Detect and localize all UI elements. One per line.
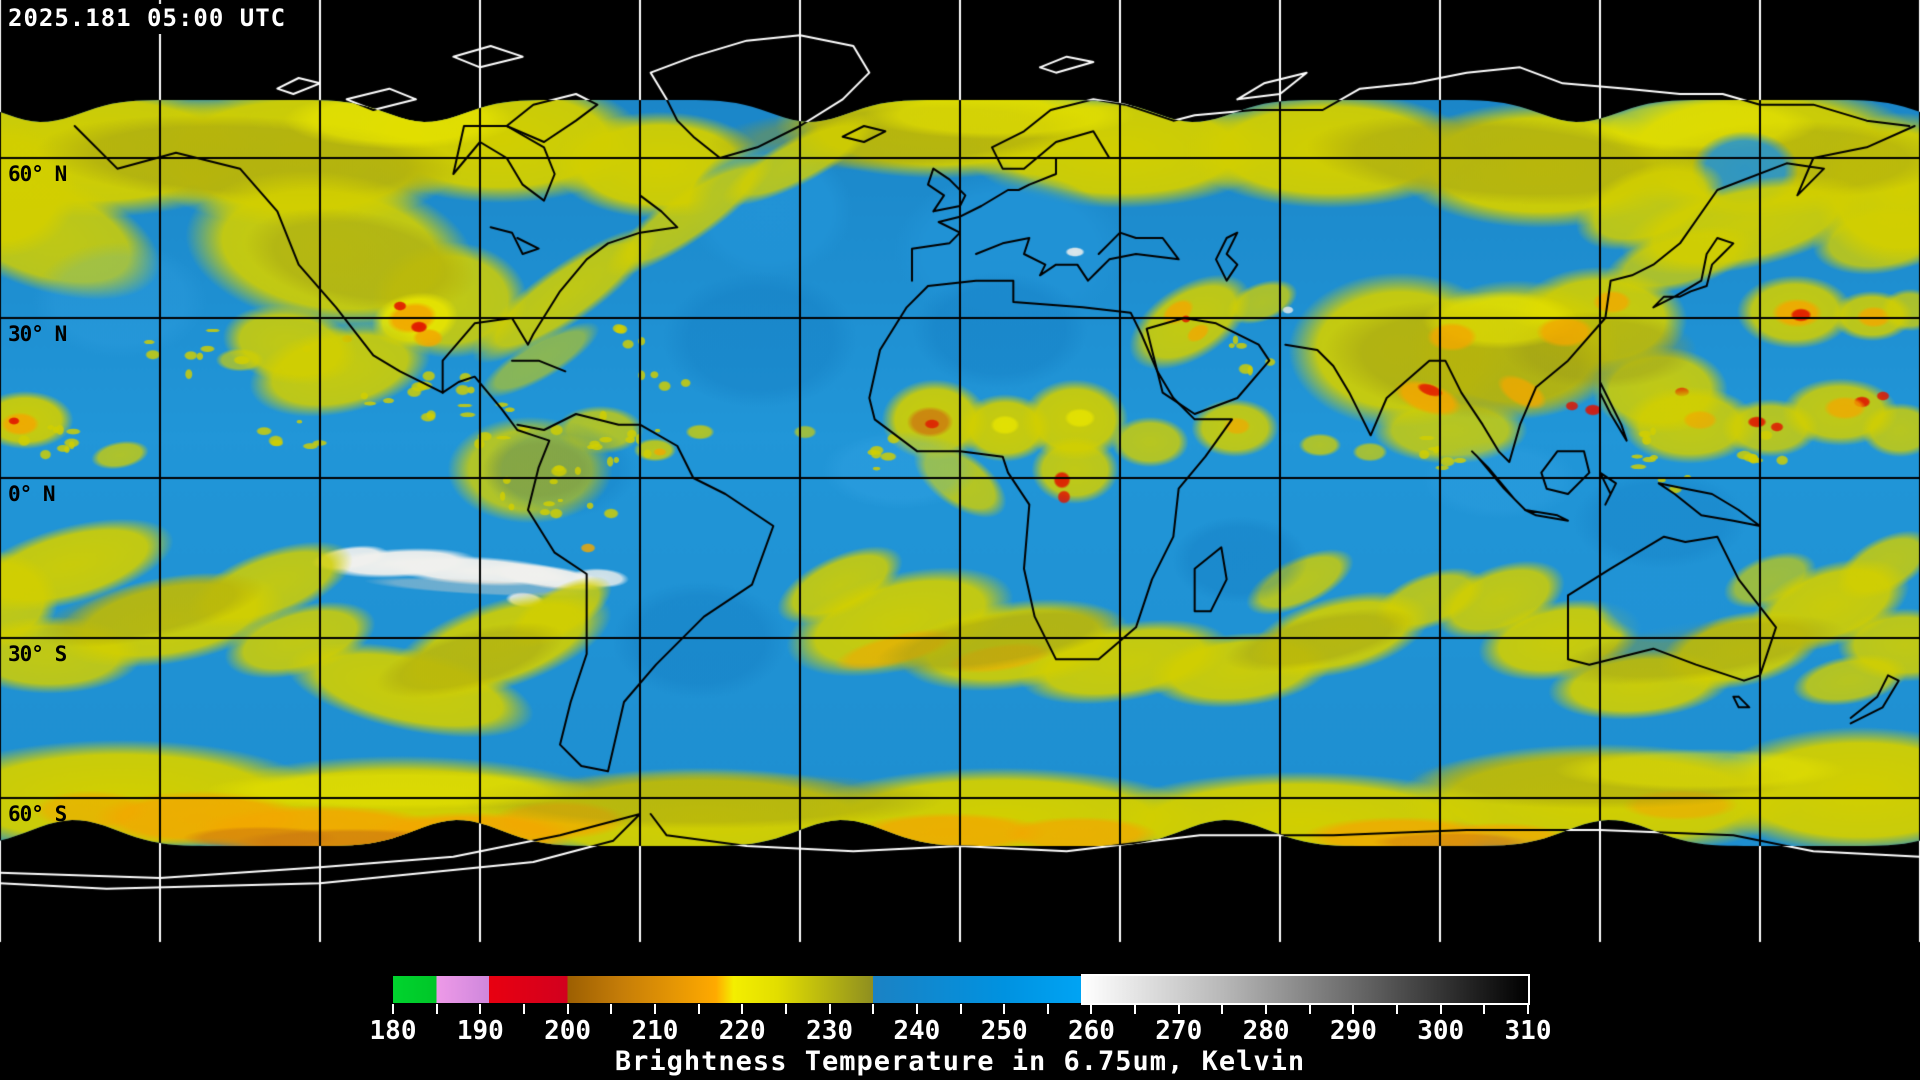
colorbar-tick <box>1439 1004 1442 1014</box>
colorbar-tick <box>1046 1004 1049 1014</box>
colorbar-tick <box>435 1004 438 1014</box>
latitude-label: 60° N <box>8 162 67 186</box>
colorbar-tick-label: 300 <box>1417 1016 1465 1046</box>
colorbar-tick-label: 310 <box>1504 1016 1552 1046</box>
colorbar-tick <box>784 1004 787 1014</box>
colorbar-tick-label: 250 <box>980 1016 1028 1046</box>
latitude-label: 60° S <box>8 802 67 826</box>
colorbar-tick-label: 290 <box>1329 1016 1377 1046</box>
colorbar-tick <box>1134 1004 1137 1014</box>
colorbar-tick <box>1265 1004 1268 1014</box>
colorbar-tick <box>959 1004 962 1014</box>
colorbar-tick <box>1352 1004 1355 1014</box>
colorbar-tick <box>1527 1004 1529 1014</box>
colorbar-tick <box>566 1004 569 1014</box>
colorbar-tick <box>610 1004 613 1014</box>
colorbar-tick <box>1221 1004 1224 1014</box>
latitude-label: 0° N <box>8 482 56 506</box>
colorbar-tick-label: 230 <box>806 1016 854 1046</box>
latitude-label: 30° N <box>8 322 67 346</box>
colorbar-tick <box>653 1004 656 1014</box>
colorbar-tick <box>522 1004 525 1014</box>
colorbar-gradient <box>393 976 1528 1003</box>
colorbar-tick-label: 210 <box>631 1016 679 1046</box>
colorbar-tick-label: 220 <box>718 1016 766 1046</box>
colorbar-tick <box>392 1004 394 1014</box>
colorbar-tick <box>872 1004 875 1014</box>
colorbar-caption: Brightness Temperature in 6.75um, Kelvin <box>614 1046 1306 1077</box>
colorbar-tick <box>1308 1004 1311 1014</box>
colorbar-tick <box>1483 1004 1486 1014</box>
colorbar-tick <box>741 1004 744 1014</box>
colorbar-tick-label: 200 <box>544 1016 592 1046</box>
colorbar-tick <box>697 1004 700 1014</box>
colorbar-tick <box>828 1004 831 1014</box>
colorbar-tick-label: 260 <box>1067 1016 1115 1046</box>
colorbar-tick <box>1090 1004 1093 1014</box>
colorbar-tick <box>1396 1004 1399 1014</box>
colorbar: 180 190 200 210 220 230 240 250 260 270 280 290 300 3… <box>370 974 1551 1046</box>
colorbar-tick-label: 240 <box>893 1016 941 1046</box>
latitude-label: 30° S <box>8 642 67 666</box>
colorbar-tick <box>1003 1004 1006 1014</box>
colorbar-tick-label: 280 <box>1242 1016 1290 1046</box>
timestamp: 2025.181 05:00 UTC <box>8 4 293 34</box>
colorbar-grayscale-outline <box>1080 974 1530 1005</box>
colorbar-tick <box>1177 1004 1180 1014</box>
colorbar-tick-label: 180 <box>369 1016 417 1046</box>
colorbar-tick-label: 270 <box>1155 1016 1203 1046</box>
colorbar-tick <box>915 1004 918 1014</box>
colorbar-tick <box>479 1004 482 1014</box>
colorbar-tick-label: 190 <box>456 1016 504 1046</box>
